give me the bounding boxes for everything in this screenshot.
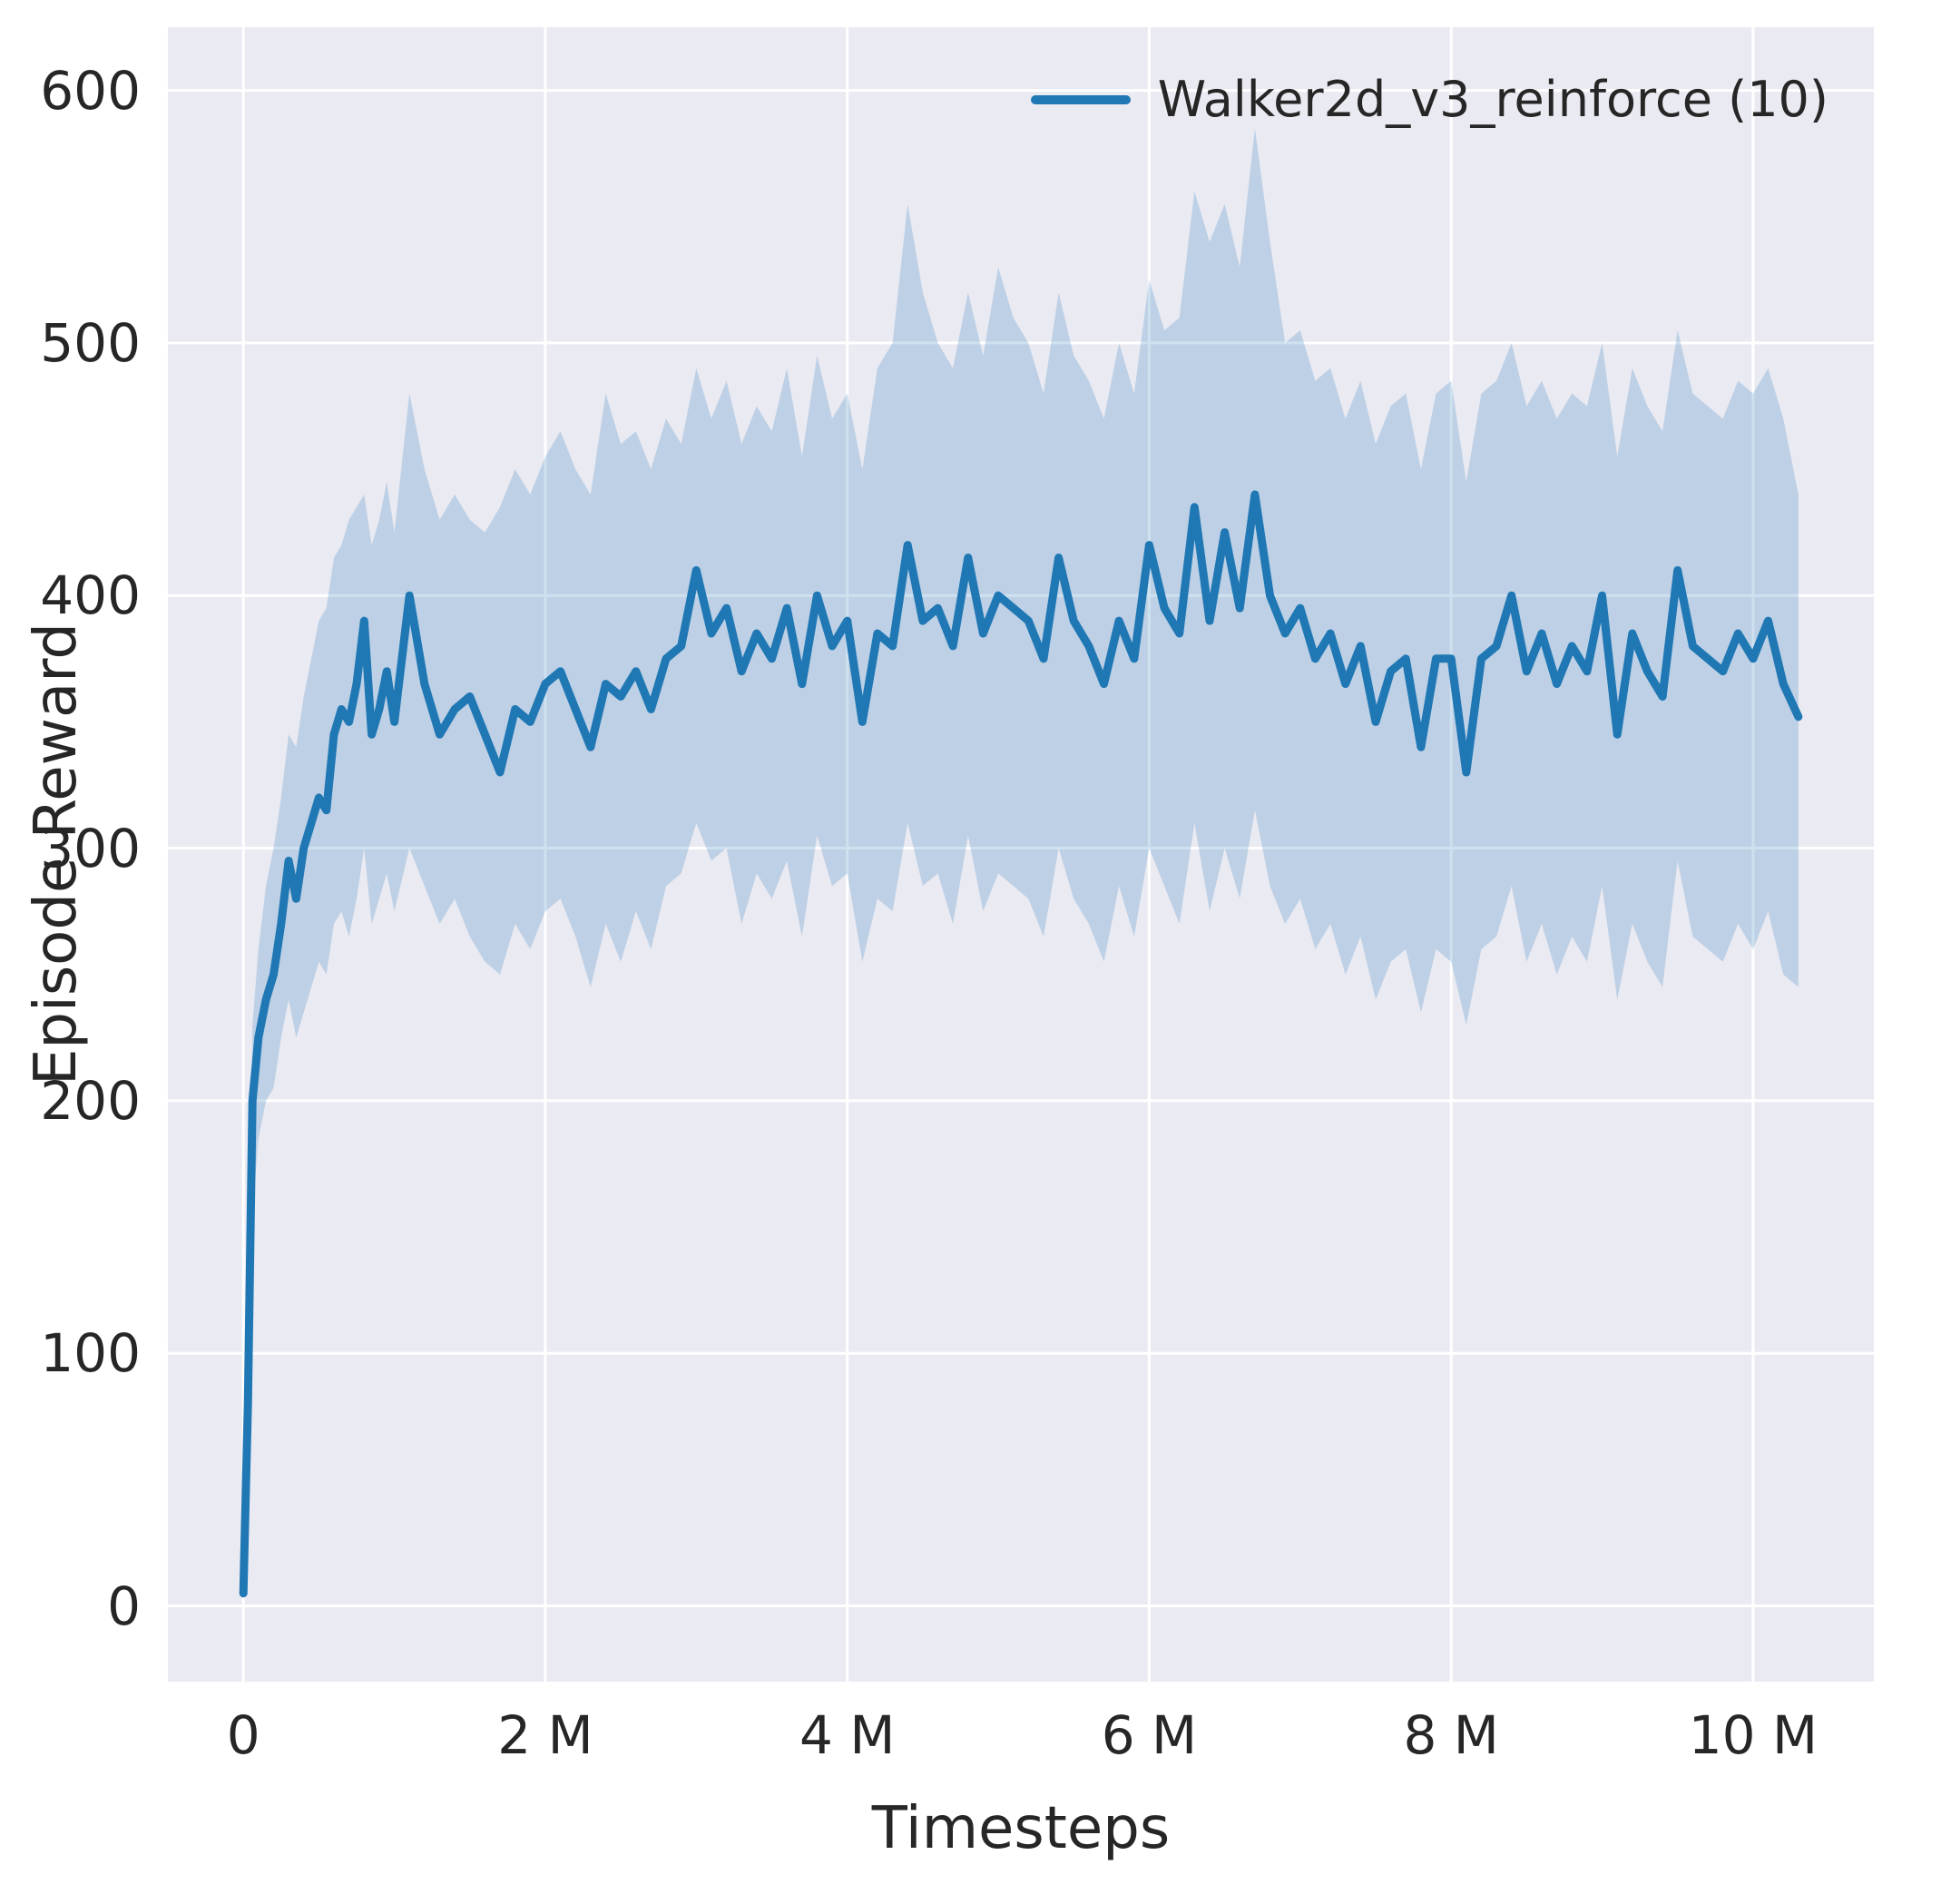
x-axis-label: Timesteps [871, 1795, 1171, 1862]
legend: Walker2d_v3_reinforce (10) [1030, 71, 1828, 128]
legend-label: Walker2d_v3_reinforce (10) [1157, 71, 1828, 128]
y-tick-label: 500 [40, 311, 141, 374]
y-tick-label: 400 [40, 564, 141, 627]
mean-line [239, 490, 1803, 1598]
x-tick-label: 4 M [799, 1704, 896, 1766]
y-tick-label: 100 [40, 1322, 141, 1385]
x-tick-label: 8 M [1403, 1704, 1499, 1766]
x-tick-label: 2 M [497, 1704, 593, 1766]
plot-area: Walker2d_v3_reinforce (10) [168, 27, 1874, 1682]
chart-canvas [168, 27, 1874, 1682]
y-tick-label: 600 [40, 59, 141, 122]
y-tick-label: 0 [107, 1575, 141, 1637]
y-tick-label: 200 [40, 1069, 141, 1132]
confidence-band [243, 128, 1799, 1599]
x-tick-label: 0 [226, 1704, 260, 1766]
legend-line-swatch [1030, 94, 1131, 104]
x-tick-label: 6 M [1101, 1704, 1198, 1766]
x-tick-label: 10 M [1688, 1704, 1819, 1766]
y-tick-label: 300 [40, 817, 141, 879]
